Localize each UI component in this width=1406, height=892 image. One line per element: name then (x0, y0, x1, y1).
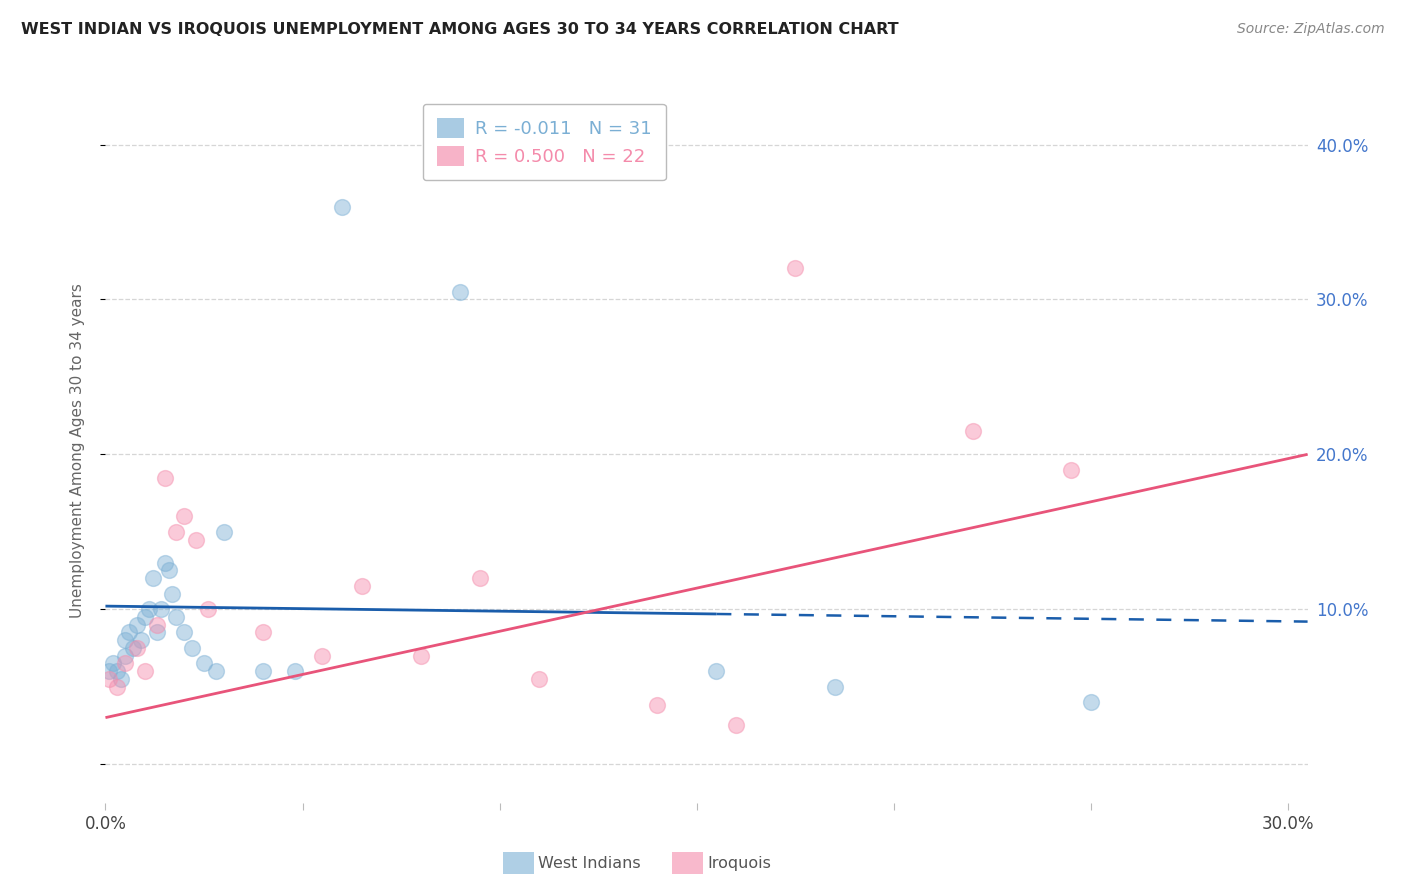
Point (129, 633, 152, 648)
Point (330, 200, 353, 214)
Point (98, 672, 121, 686)
Y-axis label: Unemployment Among Ages 30 to 34 years: Unemployment Among Ages 30 to 34 years (70, 283, 84, 618)
Point (284, 664, 307, 678)
Point (122, 640, 145, 655)
Text: West Indians: West Indians (538, 856, 641, 871)
Point (149, 602, 172, 616)
Point (785, 261, 807, 276)
Point (824, 680, 846, 694)
Point (142, 571, 165, 585)
Point (105, 664, 128, 678)
Point (311, 648, 333, 663)
Text: Source: ZipAtlas.com: Source: ZipAtlas.com (1237, 22, 1385, 37)
Point (173, 625, 195, 640)
Point (165, 524, 187, 539)
Point (125, 640, 148, 655)
Point (706, 664, 728, 678)
Point (162, 587, 184, 601)
Point (1060, 463, 1083, 477)
Text: Iroquois: Iroquois (707, 856, 770, 871)
Point (125, 617, 148, 632)
Point (204, 664, 226, 678)
Point (350, 579, 373, 593)
Point (114, 633, 136, 648)
Point (725, 718, 748, 732)
Point (114, 648, 136, 663)
Point (468, 571, 491, 585)
Point (134, 664, 156, 678)
Point (184, 533, 207, 547)
Point (449, 285, 471, 299)
Point (98, 664, 121, 678)
Point (962, 424, 984, 438)
Point (212, 524, 235, 539)
Point (409, 648, 432, 663)
Point (153, 556, 176, 570)
Point (145, 625, 167, 640)
Point (193, 657, 215, 671)
Point (1080, 695, 1102, 709)
Point (157, 564, 180, 578)
Point (118, 625, 141, 640)
Point (165, 610, 187, 624)
Point (103, 657, 125, 671)
Point (110, 672, 132, 686)
Point (138, 602, 160, 616)
Legend: R = -0.011   N = 31, R = 0.500   N = 22: R = -0.011 N = 31, R = 0.500 N = 22 (423, 103, 666, 180)
Point (173, 509, 195, 524)
Point (153, 470, 176, 484)
Point (645, 698, 668, 713)
Point (181, 640, 204, 655)
Point (197, 602, 219, 616)
Point (105, 680, 128, 694)
Point (114, 657, 136, 671)
Point (527, 672, 550, 686)
Point (145, 617, 167, 632)
Text: WEST INDIAN VS IROQUOIS UNEMPLOYMENT AMONG AGES 30 TO 34 YEARS CORRELATION CHART: WEST INDIAN VS IROQUOIS UNEMPLOYMENT AMO… (21, 22, 898, 37)
Point (252, 625, 274, 640)
Point (252, 664, 274, 678)
Point (134, 610, 156, 624)
